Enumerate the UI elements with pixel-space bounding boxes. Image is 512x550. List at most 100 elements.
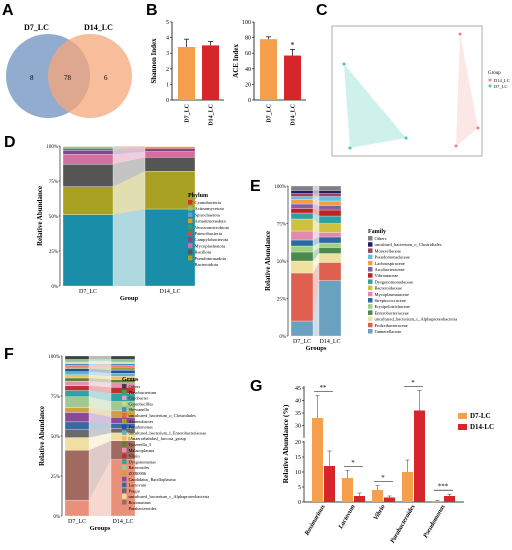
legend-label: Bacteroidaceae	[375, 286, 402, 291]
category-label: Parabacteroides	[389, 503, 417, 544]
flow-band	[89, 360, 111, 363]
stack-segment	[290, 190, 314, 194]
flow-band	[313, 196, 319, 201]
tick-label: 15	[295, 455, 301, 461]
legend-label: Tyzzerella_3	[129, 442, 152, 447]
tick-label: 0	[298, 500, 301, 506]
tick-label: 75%	[277, 223, 286, 228]
stack-segment	[318, 236, 342, 244]
legend-label: Bacillota	[195, 250, 212, 255]
venn-left-label: D7_LC	[24, 23, 49, 32]
legend-label: uncultured_bacterium_c_Alphaproteobacter…	[129, 494, 210, 499]
pcoa-legend-d14: D14_LC	[494, 78, 510, 83]
legend-swatch	[122, 436, 127, 441]
bar	[414, 410, 425, 502]
legend-swatch	[188, 206, 193, 211]
pcoa-d14-point	[458, 32, 462, 36]
panel-label-a: A	[2, 2, 14, 19]
stack-segment	[64, 363, 90, 366]
flow-band	[89, 396, 111, 411]
tick-label: 25%	[277, 298, 286, 303]
stack-segment	[318, 190, 342, 194]
legend-label: Erysipelotrichaceae	[375, 304, 410, 309]
phylum-stacked-chart: 0% 25% 50% 75% 100% Relative Abundance D7_LC D1…	[36, 145, 229, 302]
tick-label: 75%	[49, 180, 58, 185]
flow-band	[89, 366, 111, 371]
legend-swatch	[368, 248, 373, 253]
flow-band	[313, 247, 319, 261]
y-axis-label: ACE Index	[232, 44, 240, 78]
legend-label: Shewanella	[129, 407, 149, 412]
legend-label: Rosimarinus	[129, 500, 151, 505]
stack-segment	[318, 185, 342, 191]
tick-label: 0%	[279, 335, 286, 340]
flow-band	[113, 171, 145, 215]
tick-label: 25%	[49, 250, 58, 255]
legend-swatch	[188, 212, 193, 217]
pcoa-d14-point	[454, 144, 458, 148]
stack-segment	[110, 355, 136, 360]
tick-label: 100%	[48, 355, 60, 360]
y-axis-label: Shannon Index	[150, 38, 158, 84]
significance-label: *	[291, 40, 295, 49]
flow-band	[313, 262, 319, 321]
bar	[384, 497, 395, 502]
flow-band	[313, 280, 319, 336]
stack-segment	[290, 203, 314, 209]
legend-label: Pseudomonadaceae	[375, 255, 410, 260]
legend-swatch	[368, 304, 373, 309]
legend-swatch	[122, 447, 127, 453]
stack-segment	[64, 429, 90, 438]
stack-segment	[64, 421, 90, 430]
legend-swatch	[368, 267, 373, 272]
bar	[432, 501, 443, 502]
stack-segment	[318, 193, 342, 197]
panel-label-f: F	[4, 346, 14, 363]
x-axis-label: Groups	[306, 345, 327, 352]
legend-swatch	[368, 291, 373, 297]
stack-segment	[290, 193, 314, 197]
stack-segment	[64, 385, 90, 391]
flow-band	[113, 147, 145, 151]
tick-label: 25%	[51, 475, 60, 480]
stack-segment	[318, 223, 342, 233]
category-label: D14_LC	[113, 519, 134, 525]
stack-segment	[318, 242, 342, 248]
flow-band	[89, 381, 111, 388]
pcoa-d7-point	[342, 62, 346, 66]
stack-segment	[64, 377, 90, 382]
legend-label: Parabacteroides	[129, 506, 157, 511]
legend-swatch	[368, 310, 373, 315]
stack-segment	[64, 368, 90, 372]
bar	[178, 46, 195, 100]
legend-swatch	[122, 424, 127, 430]
legend-swatch	[122, 389, 127, 395]
category-label: D14_LC	[320, 339, 341, 345]
tick-label: 0%	[53, 515, 60, 520]
pcoa-d7-point	[404, 136, 408, 140]
legend-swatch	[122, 505, 127, 511]
flow-band	[313, 253, 319, 273]
group-label: D7_LC	[267, 104, 273, 123]
tick-label: 5	[166, 20, 169, 26]
tick-label: 20	[295, 440, 301, 446]
category-label: Vibrio	[372, 503, 387, 522]
legend-swatch	[458, 413, 467, 419]
legend-title: Phylum	[188, 193, 208, 199]
pcoa-d7-point	[348, 146, 352, 150]
flow-band	[89, 440, 111, 501]
stack-segment	[318, 200, 342, 206]
legend-label: Others	[129, 384, 141, 389]
stack-segment	[144, 151, 196, 158]
flow-band	[313, 190, 319, 194]
flow-band	[89, 356, 111, 360]
panel-label-g: G	[250, 378, 263, 395]
legend-swatch	[368, 285, 373, 291]
legend-label: Lactovum	[129, 483, 147, 488]
stack-segment	[110, 358, 136, 361]
pcoa-legend-dot-d14	[488, 78, 492, 82]
legend-label: Arcobacteraceae	[375, 267, 405, 272]
flow-band	[113, 209, 145, 286]
stack-segment	[64, 396, 90, 408]
